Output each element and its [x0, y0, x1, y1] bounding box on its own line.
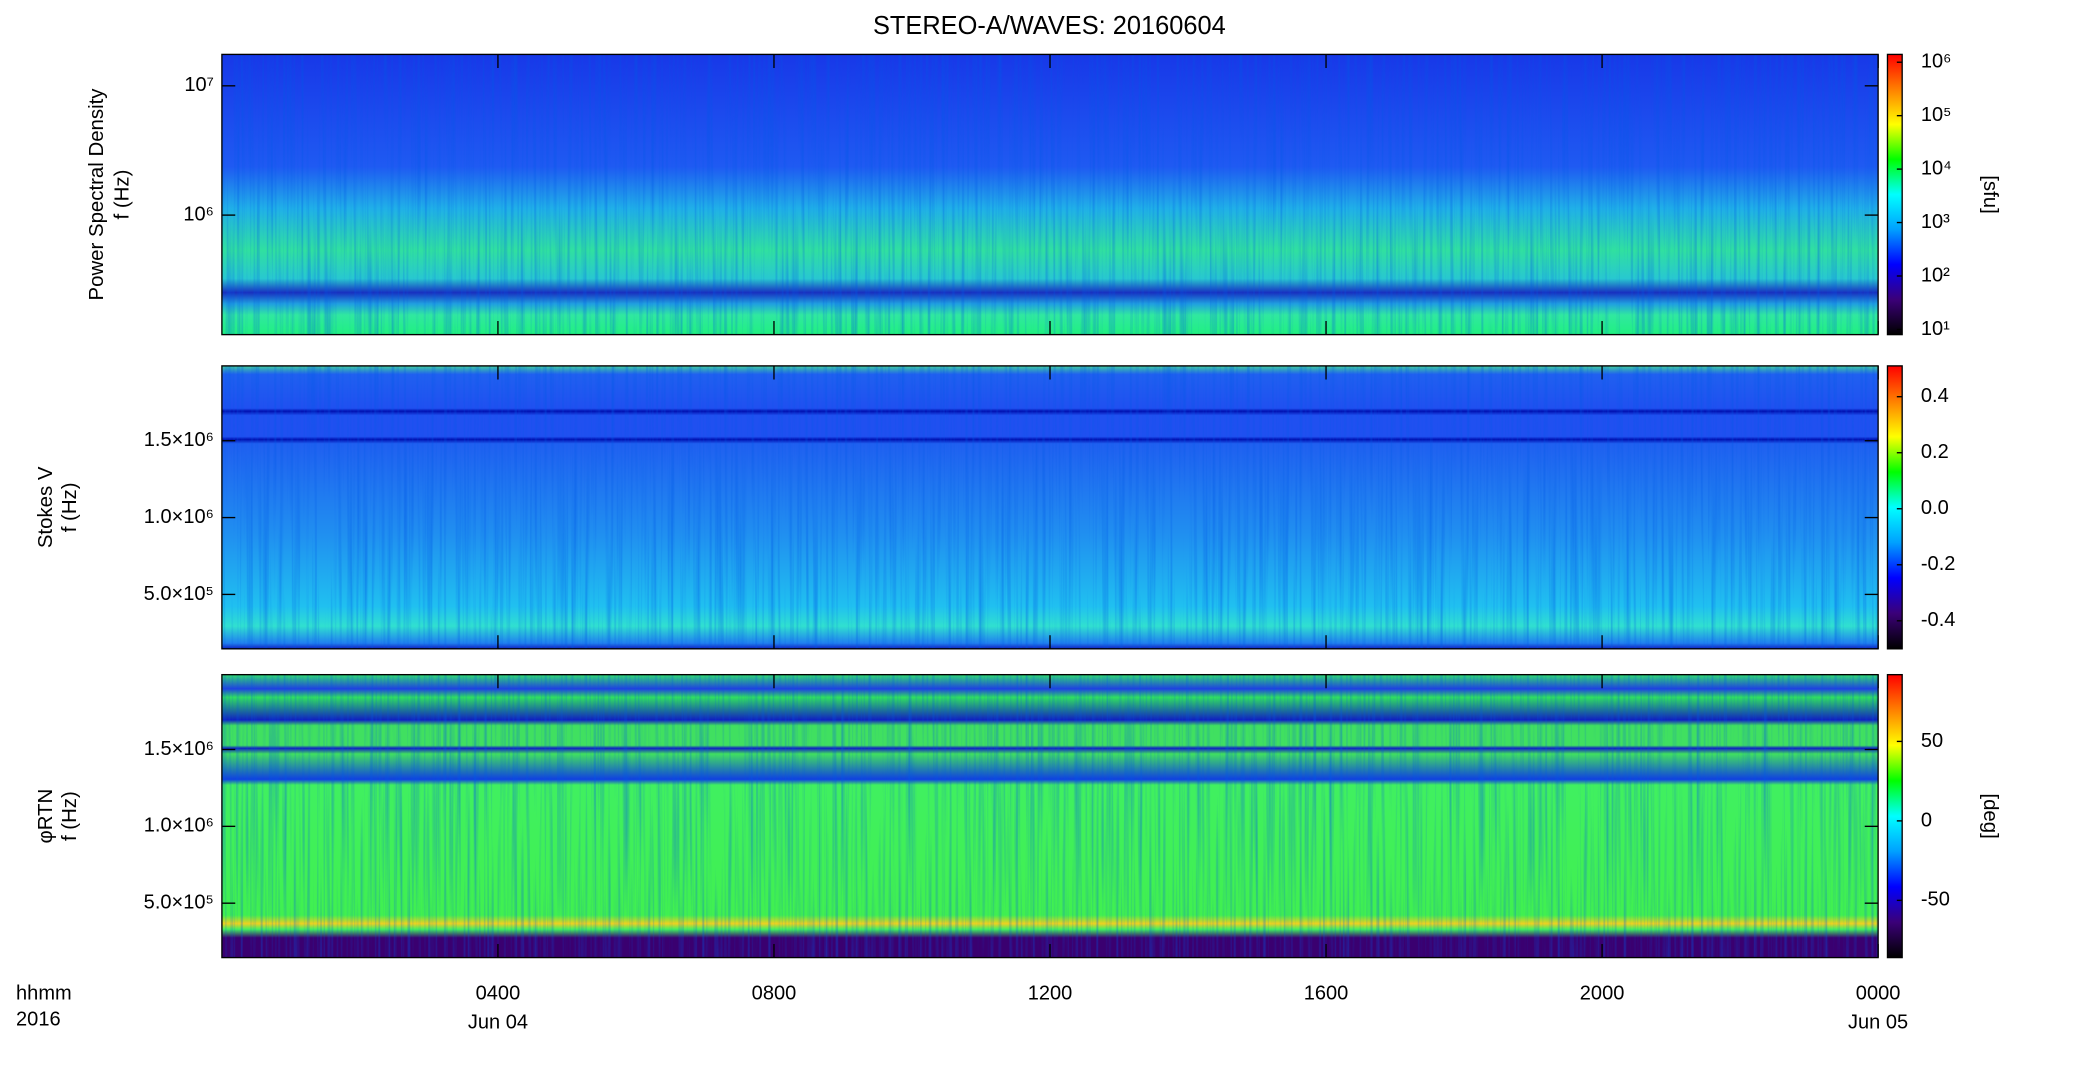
y-tick-label: 1.5×10⁶ [144, 429, 214, 451]
colorbar-tick-label: -50 [1921, 889, 1950, 911]
colorbar-tick-label: 10² [1921, 264, 1950, 286]
colorbar-tick-label: 10⁵ [1921, 104, 1952, 126]
colorbar-frame [1886, 53, 1903, 336]
chart-title: STEREO-A/WAVES: 20160604 [873, 12, 1226, 40]
y-tick-label: 5.0×10⁵ [144, 891, 214, 913]
y-axis-label: φRTN [35, 789, 57, 844]
y-axis-label: Stokes V [35, 466, 57, 548]
colorbar-tick-label: 10⁶ [1921, 50, 1952, 72]
colorbar-tick-label: -0.2 [1921, 553, 1956, 575]
spectrogram-texture [221, 674, 1879, 958]
x-row-title: 2016 [16, 1008, 61, 1030]
colorbar [1887, 54, 1903, 335]
colorbar-tick-label: 10¹ [1921, 318, 1950, 340]
colorbar-frame [1886, 673, 1903, 959]
y-axis-label: f (Hz) [59, 482, 81, 532]
colorbar-tick-label: 0.4 [1921, 385, 1949, 407]
y-axis-label: Power Spectral Density [86, 88, 108, 301]
y-tick-label: 1.0×10⁶ [144, 506, 214, 528]
colorbar [1887, 365, 1903, 649]
y-tick-label: 10⁶ [183, 203, 214, 225]
y-tick-label: 5.0×10⁵ [144, 583, 214, 605]
spectrogram-texture [221, 54, 1879, 335]
x-tick-label: 1600 [1304, 983, 1349, 1005]
x-tick-label: 0800 [752, 983, 797, 1005]
colorbar-tick-label: 10³ [1921, 211, 1950, 233]
colorbar-tick-label: 0.0 [1921, 497, 1949, 519]
x-tick-label: 2000 [1580, 983, 1625, 1005]
x-tick-label: 0000 [1856, 983, 1901, 1005]
y-tick-label: 1.0×10⁶ [144, 815, 214, 837]
x-tick-label: 0400 [476, 983, 521, 1005]
y-axis-label: f (Hz) [111, 170, 133, 220]
y-tick-label: 1.5×10⁶ [144, 738, 214, 760]
colorbar-frame [1886, 365, 1903, 650]
colorbar-label: [sfu] [1979, 175, 2001, 214]
x-row-title: hhmm [16, 983, 72, 1005]
colorbar-tick-label: 50 [1921, 730, 1943, 752]
colorbar [1887, 674, 1903, 958]
colorbar-tick-label: 0.2 [1921, 441, 1949, 463]
colorbar-tick-label: -0.4 [1921, 609, 1956, 631]
spectrogram-texture [221, 365, 1879, 649]
y-tick-label: 10⁷ [184, 74, 214, 96]
colorbar-label: [deg] [1979, 793, 2001, 838]
colorbar-tick-label: 0 [1921, 809, 1932, 831]
y-axis-label: f (Hz) [59, 791, 81, 841]
colorbar-tick-label: 10⁴ [1921, 157, 1952, 179]
x-date-label: Jun 04 [468, 1011, 528, 1033]
x-tick-label: 1200 [1028, 983, 1073, 1005]
x-date-label: Jun 05 [1848, 1011, 1908, 1033]
